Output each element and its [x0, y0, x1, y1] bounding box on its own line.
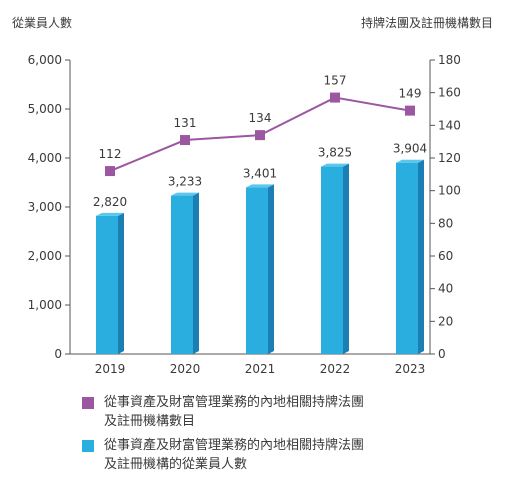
bar-side [418, 159, 424, 354]
right-tick-label: 40 [438, 282, 453, 296]
line-value-label: 134 [249, 111, 272, 125]
right-tick-label: 100 [438, 184, 461, 198]
line-point [405, 105, 415, 116]
x-tick-label: 2021 [245, 362, 276, 376]
bar [321, 166, 343, 354]
line-value-label: 157 [324, 74, 347, 88]
bar-value-label: 3,904 [393, 142, 427, 156]
x-tick-label: 2019 [95, 362, 126, 376]
right-tick-label: 60 [438, 249, 453, 263]
bar-side [193, 192, 199, 354]
bar-value-label: 3,401 [243, 166, 277, 180]
bar-value-label: 3,233 [168, 175, 202, 189]
left-tick-label: 5,000 [28, 102, 62, 116]
legend-swatch-bar [82, 440, 94, 452]
left-tick-label: 4,000 [28, 151, 62, 165]
right-tick-label: 140 [438, 118, 461, 132]
left-tick-label: 1,000 [28, 298, 62, 312]
left-tick-label: 6,000 [28, 53, 62, 67]
bar-side [118, 212, 124, 354]
legend-label-line: 從事資產及財富管理業務的內地相關持牌法團 及註冊機構數目 [104, 393, 434, 431]
line-value-label: 112 [99, 147, 122, 161]
right-tick-label: 0 [438, 347, 446, 361]
line-value-label: 149 [399, 87, 422, 101]
legend-label-bar-2: 及註冊機構的從業員人數 [104, 457, 248, 472]
right-tick-label: 20 [438, 314, 453, 328]
bar-top [321, 163, 349, 167]
bar-top [246, 184, 274, 188]
right-tick-label: 80 [438, 216, 453, 230]
right-tick-label: 120 [438, 151, 461, 165]
bar-value-label: 3,825 [318, 146, 352, 160]
bar [171, 195, 193, 354]
right-tick-label: 180 [438, 53, 461, 67]
legend-label-line-2: 及註冊機構數目 [104, 414, 196, 429]
line-point [180, 135, 190, 146]
bar-top [396, 159, 424, 163]
bar-top [96, 212, 124, 216]
legend-label-bar-1: 從事資產及財富管理業務的內地相關持牌法團 [104, 438, 365, 453]
left-axis-title: 從業員人數 [12, 16, 73, 30]
bar-top [171, 192, 199, 196]
x-tick-label: 2022 [320, 362, 351, 376]
legend-swatch-line [82, 397, 94, 409]
chart-canvas: 0 1,000 2,000 3,000 4,000 5,000 6,000 0 20 40 60 80… [28, 53, 461, 376]
line-point [105, 166, 115, 177]
legend-label-line-1: 從事資產及財富管理業務的內地相關持牌法團 [104, 395, 365, 410]
bar-side [343, 163, 349, 354]
bar [396, 162, 418, 354]
right-tick-label: 160 [438, 86, 461, 100]
line-value-label: 131 [174, 116, 197, 130]
left-tick-label: 0 [54, 347, 62, 361]
right-axis-title: 持牌法團及註冊機構數目 [360, 16, 493, 30]
line-point [255, 130, 265, 141]
bar-value-label: 2,820 [93, 195, 127, 209]
line-point [330, 92, 340, 103]
x-tick-label: 2020 [170, 362, 201, 376]
bar [96, 215, 118, 354]
bar-side [268, 184, 274, 354]
left-tick-label: 2,000 [28, 249, 62, 263]
left-tick-label: 3,000 [28, 200, 62, 214]
legend-label-bar: 從事資產及財富管理業務的內地相關持牌法團 及註冊機構的從業員人數 [104, 436, 434, 474]
x-tick-label: 2023 [395, 362, 426, 376]
bar [246, 187, 268, 354]
